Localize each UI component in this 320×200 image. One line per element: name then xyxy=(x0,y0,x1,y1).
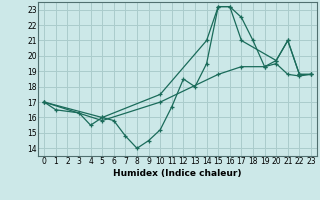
X-axis label: Humidex (Indice chaleur): Humidex (Indice chaleur) xyxy=(113,169,242,178)
